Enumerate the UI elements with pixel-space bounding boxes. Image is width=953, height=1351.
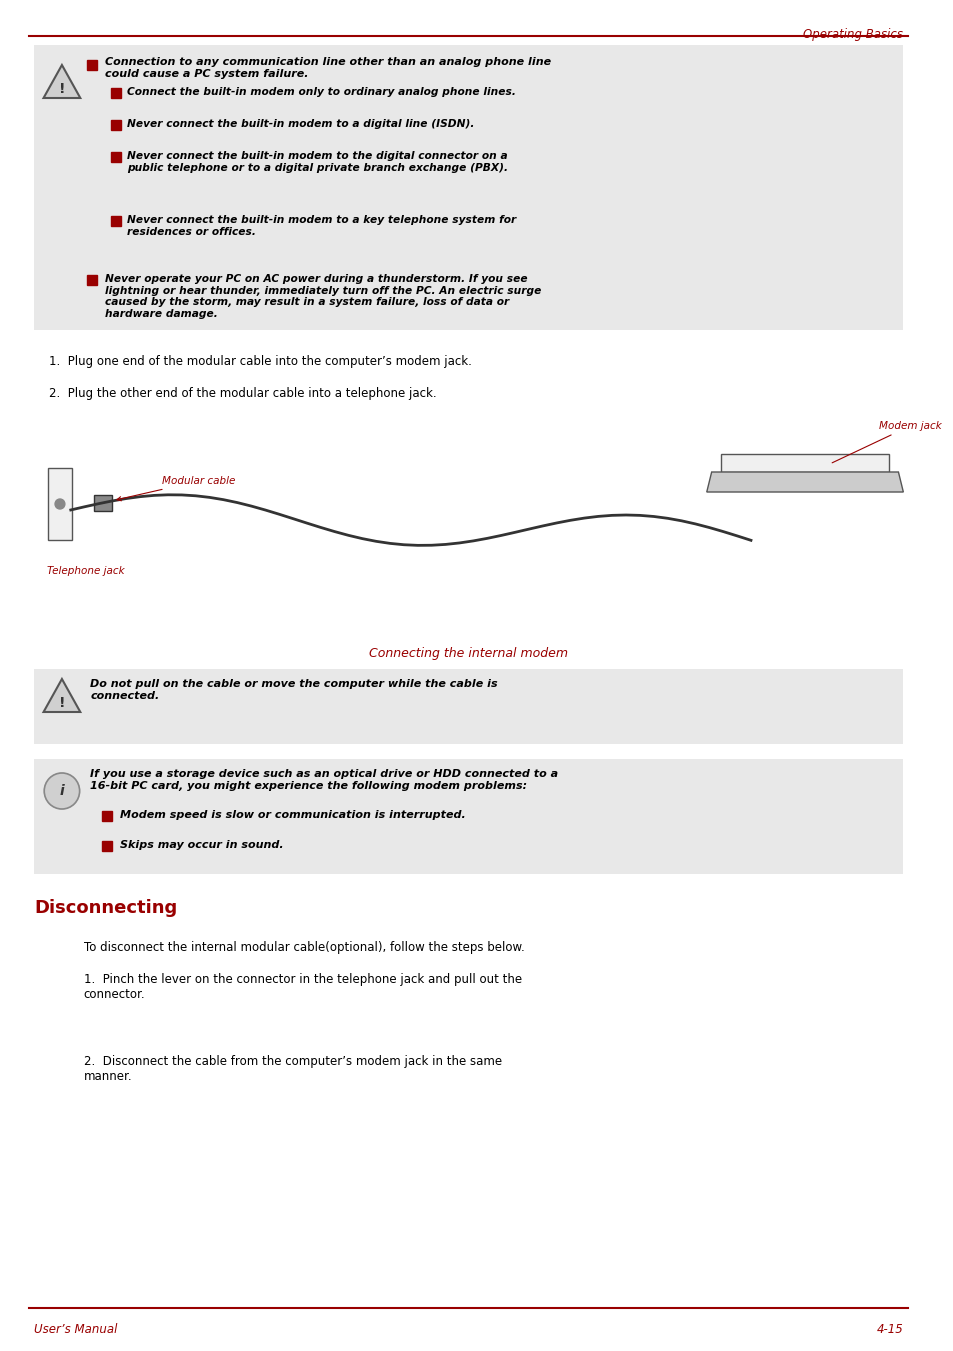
Polygon shape [720,454,887,471]
Text: Disconnecting: Disconnecting [34,898,177,917]
Polygon shape [44,65,80,99]
Bar [88,276,97,285]
Text: To disconnect the internal modular cable(optional), follow the steps below.: To disconnect the internal modular cable… [84,942,524,954]
FancyBboxPatch shape [34,759,902,874]
Text: Modem speed is slow or communication is interrupted.: Modem speed is slow or communication is … [120,811,465,820]
Text: Skips may occur in sound.: Skips may occur in sound. [120,840,283,850]
Text: 4-15: 4-15 [876,1323,902,1336]
Polygon shape [44,680,80,712]
FancyBboxPatch shape [94,494,112,511]
Text: i: i [59,784,64,798]
FancyBboxPatch shape [48,467,71,540]
Text: If you use a storage device such as an optical drive or HDD connected to a
16-bi: If you use a storage device such as an o… [91,769,558,790]
Bar [102,842,112,851]
Text: Connecting the internal modem: Connecting the internal modem [369,647,568,661]
Text: Do not pull on the cable or move the computer while the cable is
connected.: Do not pull on the cable or move the com… [91,680,497,701]
Bar [102,811,112,821]
Text: User’s Manual: User’s Manual [34,1323,117,1336]
Circle shape [44,773,79,809]
Text: Never connect the built-in modem to a digital line (ISDN).: Never connect the built-in modem to a di… [127,119,474,128]
Bar [111,120,121,130]
Text: Modem jack: Modem jack [831,422,941,463]
FancyBboxPatch shape [34,669,902,744]
FancyBboxPatch shape [34,45,902,330]
Text: 2.  Disconnect the cable from the computer’s modem jack in the same
manner.: 2. Disconnect the cable from the compute… [84,1055,501,1084]
Bar [111,88,121,99]
Bar [88,59,97,70]
Text: Telephone jack: Telephone jack [47,566,125,576]
Text: Modular cable: Modular cable [117,476,235,501]
Text: 2.  Plug the other end of the modular cable into a telephone jack.: 2. Plug the other end of the modular cab… [50,386,436,400]
Text: Never connect the built-in modem to the digital connector on a
public telephone : Never connect the built-in modem to the … [127,151,507,173]
Text: !: ! [59,82,65,96]
Text: 1.  Pinch the lever on the connector in the telephone jack and pull out the
conn: 1. Pinch the lever on the connector in t… [84,973,521,1001]
Circle shape [55,499,65,509]
Polygon shape [706,471,902,492]
Text: Never connect the built-in modem to a key telephone system for
residences or off: Never connect the built-in modem to a ke… [127,215,516,236]
Text: Connection to any communication line other than an analog phone line
could cause: Connection to any communication line oth… [105,57,551,78]
Bar [111,216,121,226]
Text: !: ! [59,696,65,711]
Text: Connect the built-in modem only to ordinary analog phone lines.: Connect the built-in modem only to ordin… [127,86,516,97]
Text: Never operate your PC on AC power during a thunderstorm. If you see
lightning or: Never operate your PC on AC power during… [105,274,541,319]
Text: Operating Basics: Operating Basics [802,28,902,41]
Bar [111,153,121,162]
Text: 1.  Plug one end of the modular cable into the computer’s modem jack.: 1. Plug one end of the modular cable int… [50,355,472,367]
